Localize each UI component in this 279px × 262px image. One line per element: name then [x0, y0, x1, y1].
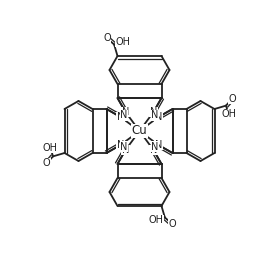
Text: N: N: [122, 145, 129, 155]
Text: O: O: [168, 219, 176, 229]
Text: N: N: [150, 145, 157, 155]
Text: O: O: [103, 33, 111, 43]
Text: N: N: [155, 112, 162, 122]
Text: Cu: Cu: [132, 124, 147, 138]
Text: N: N: [155, 140, 162, 150]
Text: OH: OH: [43, 143, 58, 153]
Text: N: N: [122, 107, 129, 117]
Text: O: O: [229, 94, 236, 103]
Text: N: N: [120, 111, 128, 121]
Text: N: N: [120, 141, 128, 151]
Text: N: N: [117, 112, 124, 122]
Text: OH: OH: [221, 109, 236, 119]
Text: N: N: [151, 111, 159, 121]
Text: OH: OH: [115, 37, 130, 47]
Text: OH: OH: [149, 215, 164, 225]
Text: N: N: [117, 140, 124, 150]
Text: N: N: [151, 141, 159, 151]
Text: N: N: [150, 107, 157, 117]
Text: O: O: [43, 159, 50, 168]
